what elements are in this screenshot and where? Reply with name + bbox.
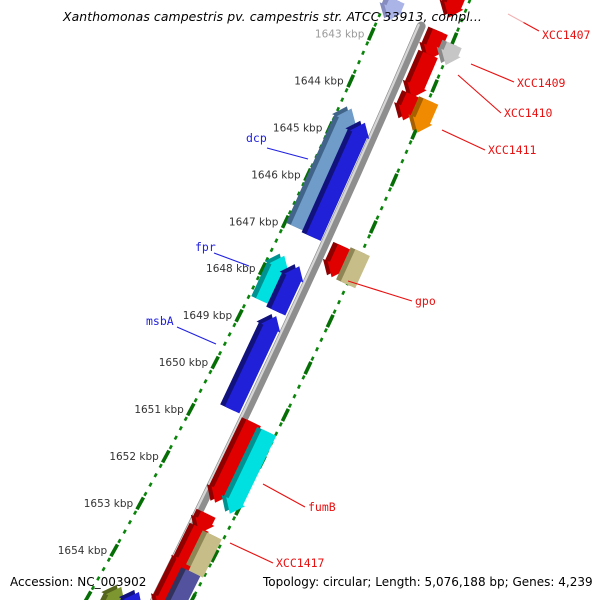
gene-label-XCC1410[interactable]: XCC1410 — [504, 106, 553, 120]
gene-fpr-blue-face[interactable] — [270, 266, 304, 316]
gene-fpr[interactable] — [251, 253, 289, 305]
gene-label-dcp[interactable]: dcp — [246, 131, 267, 145]
gene-bottom-olive-face[interactable] — [101, 586, 125, 600]
gene-XCC1417-face[interactable] — [188, 532, 222, 578]
annotation-XCC1417: XCC1417 — [229, 542, 325, 570]
gene-msbA[interactable] — [220, 314, 281, 414]
gene-fpr-blue[interactable] — [266, 264, 304, 316]
tick-label-1650-kbp: 1650 kbp — [159, 357, 209, 369]
gene-label-fpr[interactable]: fpr — [195, 240, 216, 254]
gene-label-XCC1409[interactable]: XCC1409 — [517, 76, 566, 90]
gene-fumB-face[interactable] — [226, 429, 277, 514]
tick-label-1651-kbp: 1651 kbp — [134, 404, 184, 416]
annotation-XCC1409: XCC1409 — [470, 63, 566, 90]
gene-fpr-face[interactable] — [255, 255, 289, 305]
tick-label-1646-kbp: 1646 kbp — [251, 169, 301, 181]
gene-fumB[interactable] — [221, 426, 277, 514]
gene-label-msbA[interactable]: msbA — [146, 314, 174, 328]
tick-label-1652-kbp: 1652 kbp — [109, 451, 159, 463]
gene-red-4[interactable] — [190, 508, 216, 534]
gene-label-fumB[interactable]: fumB — [308, 500, 336, 514]
leader-XCC1409 — [470, 63, 515, 83]
leader-XCC1410 — [457, 74, 502, 114]
annotation-dcp: dcp — [246, 131, 309, 160]
tick-label-1645-kbp: 1645 kbp — [273, 122, 323, 134]
gene-XCC1409[interactable] — [436, 39, 462, 66]
annotation-msbA: msbA — [146, 314, 217, 345]
gene-unnamed-top-left[interactable] — [379, 0, 405, 21]
leader-fpr — [213, 252, 250, 267]
ruler-tick-labels: 1643 kbp 1644 kbp 1645 kbp 1646 kbp 1647 kbp… — [58, 29, 365, 557]
gene-fumB-red[interactable] — [206, 417, 261, 503]
gene-gpo-face[interactable] — [340, 249, 370, 289]
gene-bottom-olive[interactable] — [96, 584, 125, 600]
leader-XCC1407 — [523, 22, 540, 32]
leader-XCC1411 — [441, 129, 486, 151]
leader-XCC1407-faded — [507, 13, 524, 23]
leader-fumB — [262, 483, 306, 508]
genome-title: Xanthomonas campestris pv. campestris st… — [63, 9, 482, 24]
tick-label-1653-kbp: 1653 kbp — [84, 498, 134, 510]
gene-msbA-face[interactable] — [224, 316, 281, 414]
tick-label-1644-kbp: 1644 kbp — [294, 75, 344, 87]
gene-dcp-face[interactable] — [290, 108, 356, 232]
gene-gpo[interactable] — [336, 247, 370, 289]
annotation-XCC1407: XCC1407 — [507, 13, 591, 42]
gene-bottom-blue-face[interactable] — [119, 592, 143, 600]
gene-label-gpo[interactable]: gpo — [415, 294, 436, 308]
gene-bottom-slate[interactable] — [160, 567, 201, 600]
annotation-XCC1411: XCC1411 — [441, 129, 537, 157]
gene-top-red-1-face[interactable] — [444, 0, 467, 18]
gene-XCC1417[interactable] — [184, 530, 222, 578]
gene-dcp-blue[interactable] — [301, 120, 370, 241]
gene-dcp-blue-face[interactable] — [306, 122, 370, 241]
gene-unnamed-top-left-face[interactable] — [384, 0, 405, 21]
gene-XCC1410-face[interactable] — [407, 51, 438, 98]
tick-label-1648-kbp: 1648 kbp — [206, 263, 256, 275]
annotation-fpr: fpr — [195, 240, 250, 267]
gene-XCC1411[interactable] — [408, 96, 439, 133]
tick-label-1649-kbp: 1649 kbp — [183, 310, 233, 322]
gene-XCC1411-face[interactable] — [413, 98, 439, 133]
status-accession: Accession: NC_003902 — [10, 575, 147, 589]
tick-label-1647-kbp: 1647 kbp — [229, 216, 279, 228]
gene-gpo-red-face[interactable] — [327, 244, 353, 278]
annotation-gpo: gpo — [347, 280, 436, 308]
gene-XCC1409-face[interactable] — [441, 41, 462, 66]
leader-gpo — [347, 280, 413, 302]
annotation-fumB: fumB — [262, 483, 336, 514]
gene-label-XCC1407[interactable]: XCC1407 — [542, 28, 591, 42]
status-topology: Topology: circular; Length: 5,076,188 bp… — [263, 575, 593, 589]
gene-XCC1410[interactable] — [402, 49, 438, 98]
annotation-XCC1410: XCC1410 — [457, 74, 553, 120]
ruler-right-arc — [187, 0, 472, 600]
gene-gpo-red[interactable] — [322, 241, 353, 278]
tick-label-1654-kbp: 1654 kbp — [58, 545, 108, 557]
gene-bottom-slate-face[interactable] — [165, 569, 201, 600]
gene-bottom-blue[interactable] — [114, 589, 143, 600]
gene-label-XCC1417[interactable]: XCC1417 — [276, 556, 325, 570]
tick-label-1643-kbp: 1643 kbp — [315, 29, 365, 41]
leader-msbA — [176, 326, 217, 345]
leader-dcp — [266, 147, 309, 160]
gene-red-4-face[interactable] — [195, 510, 216, 534]
gene-dcp[interactable] — [286, 106, 356, 232]
leader-XCC1417 — [229, 542, 274, 564]
gene-fumB-red-face[interactable] — [211, 419, 261, 503]
gene-label-XCC1411[interactable]: XCC1411 — [488, 143, 537, 157]
gene-top-red-1[interactable] — [439, 0, 468, 18]
